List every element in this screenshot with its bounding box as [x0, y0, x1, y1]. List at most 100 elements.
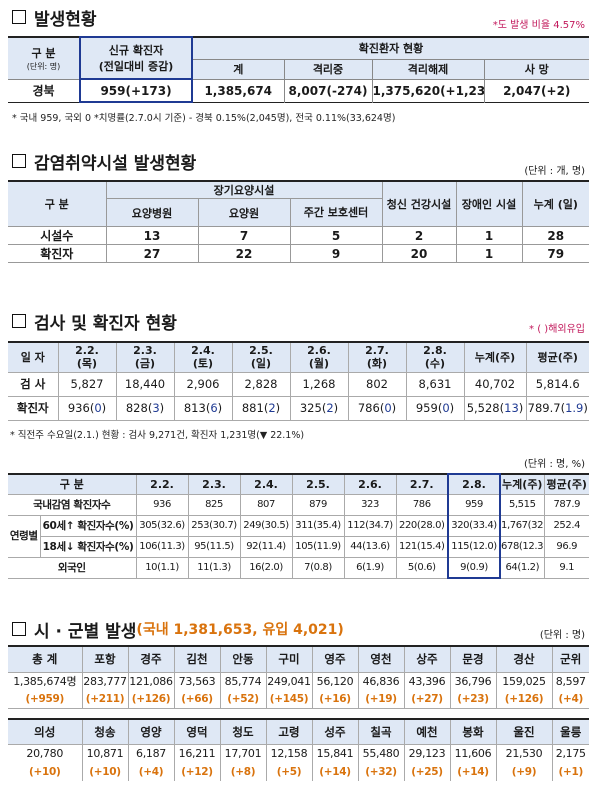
released-value: 1,375,620(+1,231) — [371, 79, 484, 102]
table-cell: 786 — [395, 493, 449, 516]
table-cell: 95(11.5) — [187, 535, 241, 558]
province-ratio-note: *도 발생 비율 4.57% — [492, 20, 585, 31]
city-value: 11,606 — [449, 744, 497, 763]
city-increase: (+27) — [403, 690, 451, 709]
city-header: 김천 — [173, 645, 221, 673]
facilities-unit: (단위 : 개, 명) — [524, 166, 585, 177]
header-new-cases: 신규 확진자 (전일대비 증감) — [79, 36, 193, 80]
city-increase: (+14) — [449, 762, 497, 781]
table-cell: 786(0) — [347, 395, 407, 421]
city-header: 문경 — [449, 645, 497, 673]
city-value: 10,871 — [81, 744, 129, 763]
row-label-age: 연령별 — [8, 514, 41, 558]
square-bullet-icon — [12, 622, 26, 636]
tests-table: 일 자 2.2. (목) 2.3. (금) 2.4. (토) 2.5. (일) 2.6.… — [8, 341, 589, 421]
table-cell: 105(11.9) — [291, 535, 345, 558]
city-value: 15,841 — [311, 744, 359, 763]
header-cum: 누계(주) — [499, 473, 545, 495]
city-increase: (+211) — [81, 690, 129, 709]
header-youth: 청신 건강시설 — [381, 180, 457, 227]
table-cell: 5,814.6 — [525, 371, 589, 397]
city-header: 고령 — [265, 718, 313, 745]
date-header: 2.8. (수) — [405, 341, 465, 373]
table-cell: 828(3) — [115, 395, 175, 421]
table-cell: 92(11.4) — [239, 535, 293, 558]
table-cell: 5 — [289, 226, 383, 245]
city-value: 249,041 — [265, 672, 313, 690]
table-cell: 5,827 — [57, 371, 117, 397]
header-gubun: 구 분 (단위: 명) — [8, 37, 80, 80]
city-value: 12,158 — [265, 744, 313, 763]
table-cell: 6(1.9) — [343, 556, 397, 579]
date-header: 2.5. — [291, 473, 345, 495]
city-header: 영주 — [311, 645, 359, 673]
date-header: 2.3. (금) — [115, 341, 175, 373]
table-cell: 44(13.6) — [343, 535, 397, 558]
city-increase: (+10) — [81, 762, 129, 781]
table-cell: 936 — [135, 493, 189, 516]
city-value: 2,175 — [551, 744, 589, 763]
date-header-highlighted: 2.8. — [447, 473, 502, 495]
city-value: 121,086 — [127, 672, 175, 690]
table-cell: 16(2.0) — [239, 556, 293, 579]
table-cell: 22 — [197, 244, 291, 263]
table-cell: 115(12.0) — [447, 535, 502, 558]
table-cell: 5(0.6) — [395, 556, 449, 579]
row-label-over60: 60세↑ 확진자수(%) — [39, 514, 137, 537]
city-increase: (+10) — [8, 762, 83, 781]
table-cell: 678(12.3) — [499, 535, 545, 558]
table-cell: 220(28.0) — [395, 514, 449, 537]
table-cell: 20 — [381, 244, 457, 263]
header-cum: 누계 (일) — [521, 180, 589, 227]
city-header: 영양 — [127, 718, 175, 745]
row-label-tests: 검 사 — [8, 371, 59, 397]
table-cell: 249(30.5) — [239, 514, 293, 537]
city-value: 283,777 — [81, 672, 129, 690]
new-cases-value: 959(+173) — [79, 78, 193, 103]
tests-footnote: * 직전주 수요일(2.1.) 현황 : 검사 9,271건, 확진자 1,23… — [10, 429, 305, 441]
city-header: 안동 — [219, 645, 267, 673]
date-header: 2.2. — [135, 473, 189, 495]
city-increase: (+9) — [495, 762, 553, 781]
section-title-city-county: 시 · 군별 발생 (국내 1,381,653, 유입 4,021) — [8, 618, 589, 642]
city-increase: (+14) — [311, 762, 359, 781]
city-value: 46,836 — [357, 672, 405, 690]
city-value: 21,530 — [495, 744, 553, 763]
table-cell: 1,767(32.0) — [499, 514, 545, 537]
table-cell: 807 — [239, 493, 293, 516]
city-value: 1,385,674명 — [8, 672, 83, 690]
table-cell: 305(32.6) — [135, 514, 189, 537]
city-increase: (+5) — [265, 762, 313, 781]
table-cell: 7(0.8) — [291, 556, 345, 579]
table-cell: 9.1 — [543, 556, 590, 579]
header-status: 확진환자 현황 — [191, 37, 589, 60]
outbreak-table: 구 분 (단위: 명) 신규 확진자 (전일대비 증감) 확진환자 현황 계 격리중… — [8, 36, 589, 103]
section-title-outbreak: 발생현황 — [8, 6, 589, 30]
table-cell: 879 — [291, 493, 345, 516]
city-value: 20,780 — [8, 744, 83, 763]
table-cell: 252.4 — [543, 514, 590, 537]
table-cell: 40,702 — [463, 371, 527, 397]
row-label-gyeongbuk: 경북 — [32, 84, 55, 98]
overseas-note: * ( )해외유입 — [529, 324, 585, 335]
table-cell: 881(2) — [231, 395, 291, 421]
table-cell: 2 — [381, 226, 457, 245]
table-cell: 959 — [447, 493, 502, 516]
table-cell: 9(0.9) — [447, 556, 502, 579]
section-outbreak: 발생현황 *도 발생 비율 4.57% 구 분 (단위: 명) 신규 확진자 (전일… — [8, 6, 589, 124]
section-city-county: 시 · 군별 발생 (국내 1,381,653, 유입 4,021) (단위 : … — [8, 618, 589, 781]
city-increase: (+66) — [173, 690, 221, 709]
city-increase: (+959) — [8, 690, 83, 709]
header-released: 격리해제 — [371, 59, 484, 80]
table-cell: 13 — [105, 226, 199, 245]
city-header: 경산 — [495, 645, 553, 673]
table-cell: 9 — [289, 244, 383, 263]
demographics-table: 구 분 2.2. 2.3. 2.4. 2.5. 2.6. 2.7. 2.8. 누… — [8, 473, 590, 579]
city-increase: (+4) — [127, 762, 175, 781]
header-date: 일 자 — [8, 341, 59, 373]
city-increase: (+16) — [311, 690, 359, 709]
table-cell: 27 — [105, 244, 199, 263]
date-header: 2.5. (일) — [231, 341, 291, 373]
row-label-confirmed: 확진자 — [8, 395, 59, 421]
city-table-row2: 의성 청송 영양 영덕 청도 고령 성주 칠곡 예천 봉화 울진 울릉 20,780 10,871 6,1… — [8, 717, 589, 781]
